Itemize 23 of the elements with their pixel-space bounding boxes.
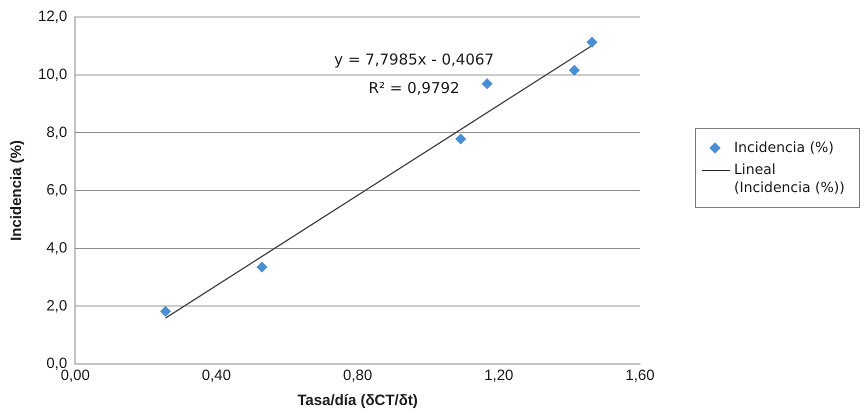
y-tick-label: 4,0	[46, 239, 68, 256]
point	[586, 36, 598, 48]
annotation: y = 7,7985x - 0,4067	[334, 50, 494, 68]
legend-label: Lineal (Incidencia (%))	[734, 161, 846, 197]
point	[482, 78, 493, 90]
x-tick-label: 1,20	[484, 367, 514, 384]
annotation: R² = 0,9792	[368, 79, 460, 98]
legend-label: Incidencia (%)	[734, 139, 834, 157]
y-tick-label: 12,0	[38, 8, 68, 26]
point	[160, 306, 172, 317]
point	[256, 262, 268, 273]
point	[568, 64, 580, 76]
x-tick-label: 0,80	[342, 367, 372, 384]
point	[455, 134, 466, 145]
y-tick-label: 2,0	[46, 297, 68, 314]
y-tick-label: 8,0	[46, 124, 68, 141]
x-tick-label: 0,40	[202, 367, 231, 384]
y-axis-title: Incidencia (%)	[8, 140, 26, 241]
x-axis-title: Tasa/día (δCT/δt)	[297, 392, 418, 410]
y-tick-label: 6,0	[46, 182, 68, 199]
y-tick-label: 10,0	[38, 66, 68, 83]
x-tick-label: 0,00	[60, 367, 90, 384]
x-tick-label: 1,60	[625, 367, 655, 384]
